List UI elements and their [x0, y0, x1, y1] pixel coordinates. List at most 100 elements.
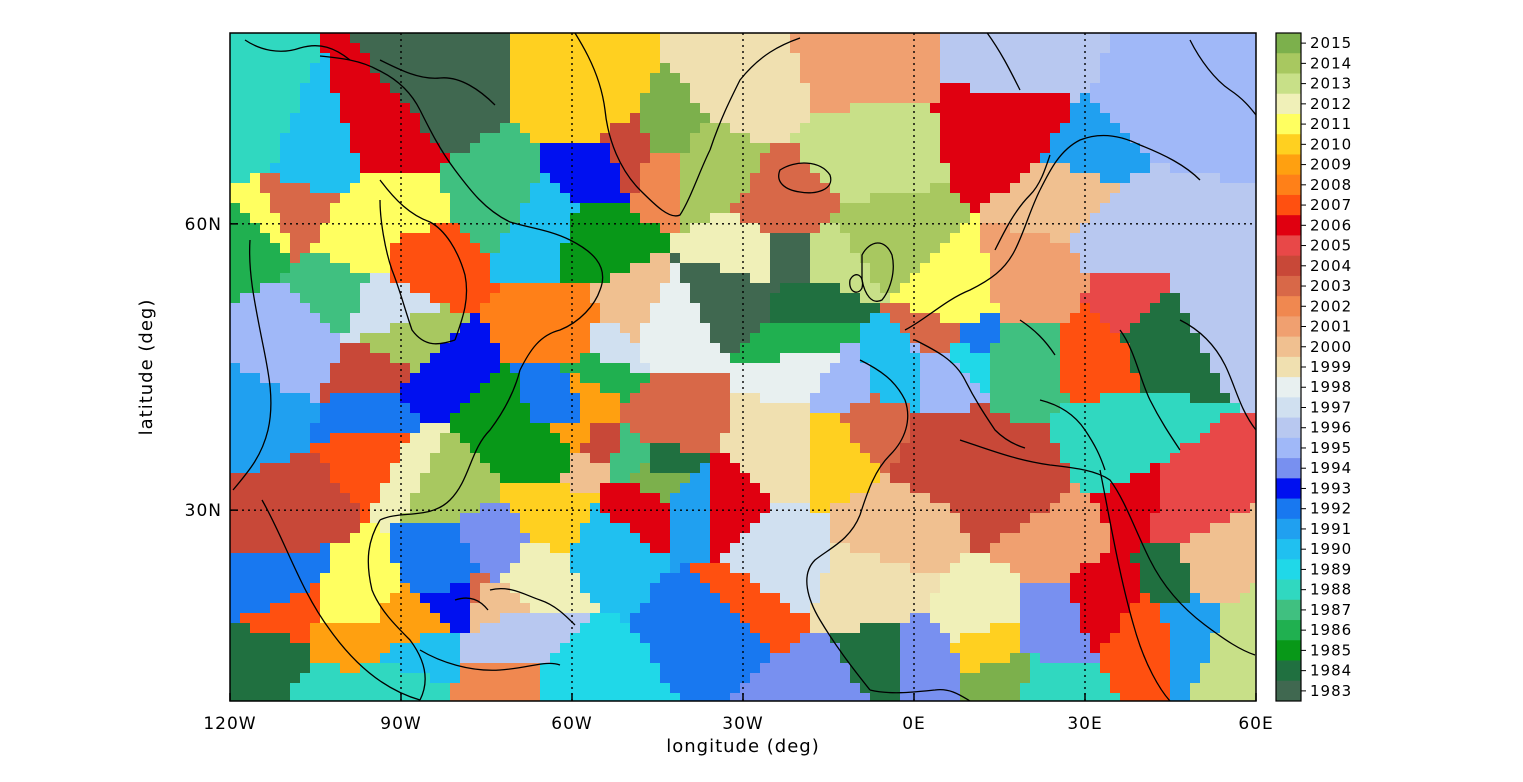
region-cell — [570, 303, 581, 314]
region-cell — [440, 193, 451, 204]
region-cell — [490, 503, 501, 514]
region-cell — [1030, 233, 1041, 244]
region-cell — [900, 433, 911, 444]
region-cell — [340, 313, 351, 324]
region-cell — [480, 173, 491, 184]
region-cell — [1060, 403, 1071, 414]
region-cell — [1080, 153, 1091, 164]
region-cell — [580, 143, 591, 154]
region-cell — [720, 513, 731, 524]
region-cell — [1210, 303, 1221, 314]
region-cell — [460, 33, 471, 44]
region-cell — [240, 113, 251, 124]
region-cell — [330, 93, 341, 104]
region-cell — [1200, 323, 1211, 334]
region-cell — [430, 413, 441, 424]
region-cell — [700, 493, 711, 504]
region-cell — [1110, 93, 1121, 104]
region-cell — [1130, 83, 1141, 94]
region-cell — [340, 193, 351, 204]
region-cell — [250, 373, 261, 384]
region-cell — [930, 443, 941, 454]
region-cell — [590, 223, 601, 234]
region-cell — [300, 233, 311, 244]
region-cell — [570, 73, 581, 84]
region-cell — [650, 263, 661, 274]
region-cell — [680, 323, 691, 334]
region-cell — [910, 103, 921, 114]
region-cell — [1040, 203, 1051, 214]
region-cell — [630, 63, 641, 74]
region-cell — [670, 213, 681, 224]
region-cell — [490, 63, 501, 74]
region-cell — [1060, 233, 1071, 244]
region-cell — [860, 143, 871, 154]
region-cell — [780, 103, 791, 114]
region-cell — [940, 483, 951, 494]
region-cell — [990, 213, 1001, 224]
region-cell — [570, 493, 581, 504]
region-cell — [1060, 43, 1071, 54]
region-cell — [460, 453, 471, 464]
region-cell — [930, 373, 941, 384]
region-cell — [340, 113, 351, 124]
region-cell — [250, 93, 261, 104]
region-cell — [270, 173, 281, 184]
region-cell — [230, 113, 241, 124]
region-cell — [250, 423, 261, 434]
region-cell — [1030, 503, 1041, 514]
region-cell — [1160, 243, 1171, 254]
region-cell — [1210, 33, 1221, 44]
region-cell — [980, 73, 991, 84]
region-cell — [230, 93, 241, 104]
region-cell — [890, 233, 901, 244]
region-cell — [900, 113, 911, 124]
region-cell — [390, 203, 401, 214]
region-cell — [1220, 483, 1231, 494]
region-cell — [880, 433, 891, 444]
region-cell — [1150, 263, 1161, 274]
region-cell — [770, 93, 781, 104]
region-cell — [1150, 83, 1161, 94]
region-cell — [410, 153, 421, 164]
region-cell — [1030, 33, 1041, 44]
region-cell — [790, 133, 801, 144]
region-cell — [670, 293, 681, 304]
region-cell — [620, 343, 631, 354]
region-cell — [820, 103, 831, 114]
region-cell — [650, 123, 661, 134]
region-cell — [320, 373, 331, 384]
region-cell — [400, 453, 411, 464]
region-cell — [840, 323, 851, 334]
region-cell — [530, 343, 541, 354]
region-cell — [960, 53, 971, 64]
region-cell — [230, 63, 241, 74]
region-cell — [1000, 233, 1011, 244]
region-cell — [1180, 123, 1191, 134]
region-cell — [350, 363, 361, 374]
region-cell — [620, 103, 631, 114]
region-cell — [520, 393, 531, 404]
region-cell — [720, 163, 731, 174]
region-cell — [1010, 233, 1021, 244]
region-cell — [460, 343, 471, 354]
region-cell — [720, 253, 731, 264]
region-cell — [950, 423, 961, 434]
region-cell — [450, 293, 461, 304]
region-cell — [390, 53, 401, 64]
region-cell — [380, 33, 391, 44]
region-cell — [330, 303, 341, 314]
region-cell — [560, 503, 571, 514]
region-cell — [620, 73, 631, 84]
region-cell — [550, 443, 561, 454]
region-cell — [530, 423, 541, 434]
region-cell — [260, 293, 271, 304]
region-cell — [1240, 333, 1251, 344]
region-cell — [1110, 423, 1121, 434]
region-cell — [990, 363, 1001, 374]
region-cell — [840, 433, 851, 444]
region-cell — [520, 293, 531, 304]
region-cell — [250, 173, 261, 184]
region-cell — [810, 443, 821, 454]
region-cell — [690, 403, 701, 414]
